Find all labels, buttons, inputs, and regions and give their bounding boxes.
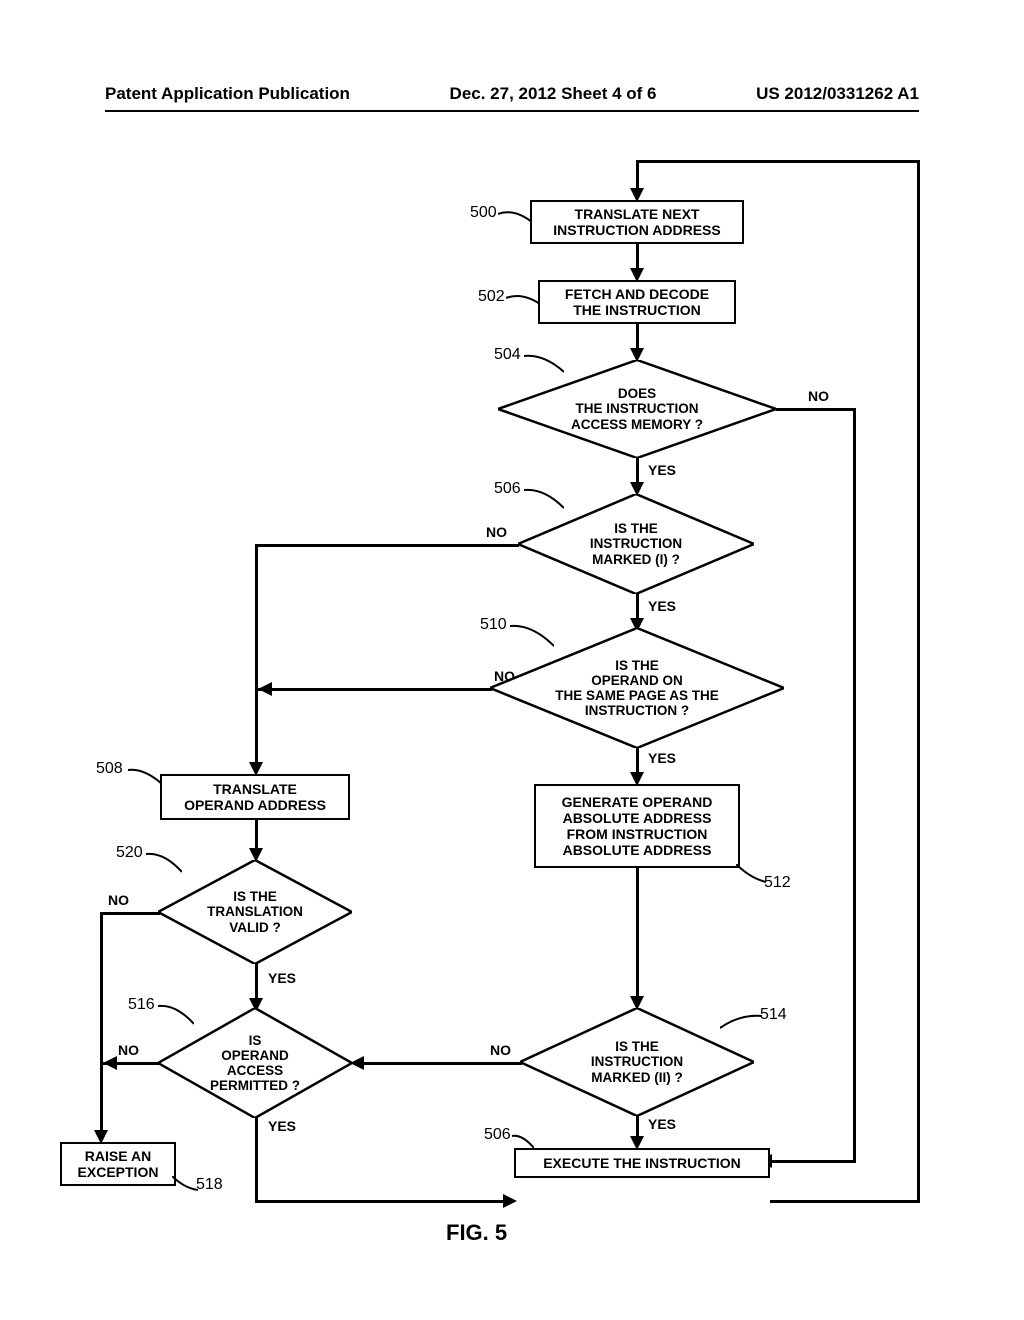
arrow-516-518 bbox=[103, 1056, 117, 1070]
label-520-yes: YES bbox=[268, 970, 296, 986]
header-right: US 2012/0331262 A1 bbox=[756, 84, 919, 104]
node-exec: EXECUTE THE INSTRUCTION bbox=[514, 1148, 770, 1178]
node-516-text: IS OPERAND ACCESS PERMITTED ? bbox=[210, 1033, 300, 1093]
edge-504-no bbox=[776, 408, 856, 411]
label-510-yes: YES bbox=[648, 750, 676, 766]
edge-loop-right-v bbox=[917, 160, 920, 1200]
edge-512-514 bbox=[636, 868, 639, 998]
edge-506-510 bbox=[636, 594, 639, 620]
leader-506 bbox=[524, 486, 564, 510]
leader-502 bbox=[506, 292, 540, 310]
label-514-no: NO bbox=[490, 1042, 511, 1058]
flowchart: NO YES NO YES NO YES NO YES bbox=[0, 150, 1024, 1270]
label-520-no: NO bbox=[108, 892, 129, 908]
node-520: IS THE TRANSLATION VALID ? bbox=[158, 860, 352, 964]
ref-520: 520 bbox=[116, 844, 143, 862]
edge-502-504 bbox=[636, 324, 639, 350]
ref-516: 516 bbox=[128, 996, 155, 1014]
node-504: DOES THE INSTRUCTION ACCESS MEMORY ? bbox=[498, 360, 776, 458]
edge-504-506 bbox=[636, 458, 639, 484]
leader-510 bbox=[510, 622, 554, 648]
leader-500 bbox=[498, 208, 532, 228]
node-512: GENERATE OPERAND ABSOLUTE ADDRESS FROM I… bbox=[534, 784, 740, 868]
label-506-no: NO bbox=[486, 524, 507, 540]
arrow-510-no bbox=[258, 682, 272, 696]
leader-516 bbox=[158, 1002, 194, 1026]
leader-508 bbox=[128, 766, 162, 786]
header-rule bbox=[105, 110, 919, 112]
edge-loop-top bbox=[636, 160, 639, 190]
leader-514 bbox=[720, 1012, 762, 1030]
edge-520-516 bbox=[255, 964, 258, 1000]
ref-518: 518 bbox=[196, 1176, 223, 1194]
node-500: TRANSLATE NEXT INSTRUCTION ADDRESS bbox=[530, 200, 744, 244]
node-518: RAISE AN EXCEPTION bbox=[60, 1142, 176, 1186]
edge-504-no-to-exec bbox=[770, 1160, 856, 1163]
header-left: Patent Application Publication bbox=[105, 84, 350, 104]
edge-514-exec bbox=[636, 1116, 639, 1138]
edge-500-502 bbox=[636, 244, 639, 270]
label-516-no: NO bbox=[118, 1042, 139, 1058]
node-512-text: GENERATE OPERAND ABSOLUTE ADDRESS FROM I… bbox=[562, 794, 713, 858]
ref-500: 500 bbox=[470, 204, 497, 222]
leader-520 bbox=[146, 850, 182, 874]
label-506-yes: YES bbox=[648, 598, 676, 614]
leader-exec bbox=[512, 1132, 534, 1150]
label-516-yes: YES bbox=[268, 1118, 296, 1134]
ref-508: 508 bbox=[96, 760, 123, 778]
node-exec-text: EXECUTE THE INSTRUCTION bbox=[543, 1155, 741, 1171]
label-514-yes: YES bbox=[648, 1116, 676, 1132]
node-504-text: DOES THE INSTRUCTION ACCESS MEMORY ? bbox=[571, 386, 703, 431]
node-514-text: IS THE INSTRUCTION MARKED (II) ? bbox=[591, 1039, 683, 1084]
leader-504 bbox=[524, 352, 564, 374]
ref-510: 510 bbox=[480, 616, 507, 634]
node-508: TRANSLATE OPERAND ADDRESS bbox=[160, 774, 350, 820]
arrow-514-516 bbox=[350, 1056, 364, 1070]
ref-exec: 506 bbox=[484, 1126, 511, 1144]
edge-514-no-h bbox=[362, 1062, 522, 1065]
edge-504-no-v bbox=[853, 408, 856, 1163]
edge-510-no-h bbox=[258, 688, 492, 691]
ref-502: 502 bbox=[478, 288, 505, 306]
ref-504: 504 bbox=[494, 346, 521, 364]
arrow-516-exec bbox=[503, 1194, 517, 1208]
node-502-text: FETCH AND DECODE THE INSTRUCTION bbox=[565, 286, 709, 318]
header-center: Dec. 27, 2012 Sheet 4 of 6 bbox=[450, 84, 657, 104]
ref-514: 514 bbox=[760, 1006, 787, 1024]
edge-516-yes-v bbox=[255, 1116, 258, 1200]
edge-520-no-h bbox=[100, 912, 160, 915]
leader-518 bbox=[172, 1176, 198, 1192]
edge-loop-top-h bbox=[636, 160, 920, 163]
node-506-text: IS THE INSTRUCTION MARKED (I) ? bbox=[590, 521, 682, 566]
node-514: IS THE INSTRUCTION MARKED (II) ? bbox=[520, 1008, 754, 1116]
edge-loop-bottom-h bbox=[770, 1200, 920, 1203]
ref-512: 512 bbox=[764, 874, 791, 892]
node-502: FETCH AND DECODE THE INSTRUCTION bbox=[538, 280, 736, 324]
patent-header: Patent Application Publication Dec. 27, … bbox=[0, 84, 1024, 104]
leader-512 bbox=[736, 864, 766, 884]
figure-label: FIG. 5 bbox=[446, 1220, 507, 1246]
edge-506-no-v bbox=[255, 544, 258, 764]
node-500-text: TRANSLATE NEXT INSTRUCTION ADDRESS bbox=[553, 206, 721, 238]
label-504-yes: YES bbox=[648, 462, 676, 478]
edge-506-no-h bbox=[255, 544, 519, 547]
edge-508-520 bbox=[255, 820, 258, 850]
node-518-text: RAISE AN EXCEPTION bbox=[78, 1148, 159, 1180]
node-508-text: TRANSLATE OPERAND ADDRESS bbox=[184, 781, 326, 813]
edge-516-yes-h bbox=[255, 1200, 505, 1203]
node-520-text: IS THE TRANSLATION VALID ? bbox=[207, 889, 303, 934]
ref-506: 506 bbox=[494, 480, 521, 498]
label-504-no: NO bbox=[808, 388, 829, 404]
page: Patent Application Publication Dec. 27, … bbox=[0, 0, 1024, 1320]
edge-520-no-v bbox=[100, 912, 103, 1132]
edge-510-512 bbox=[636, 748, 639, 774]
node-510-text: IS THE OPERAND ON THE SAME PAGE AS THE I… bbox=[555, 658, 719, 718]
